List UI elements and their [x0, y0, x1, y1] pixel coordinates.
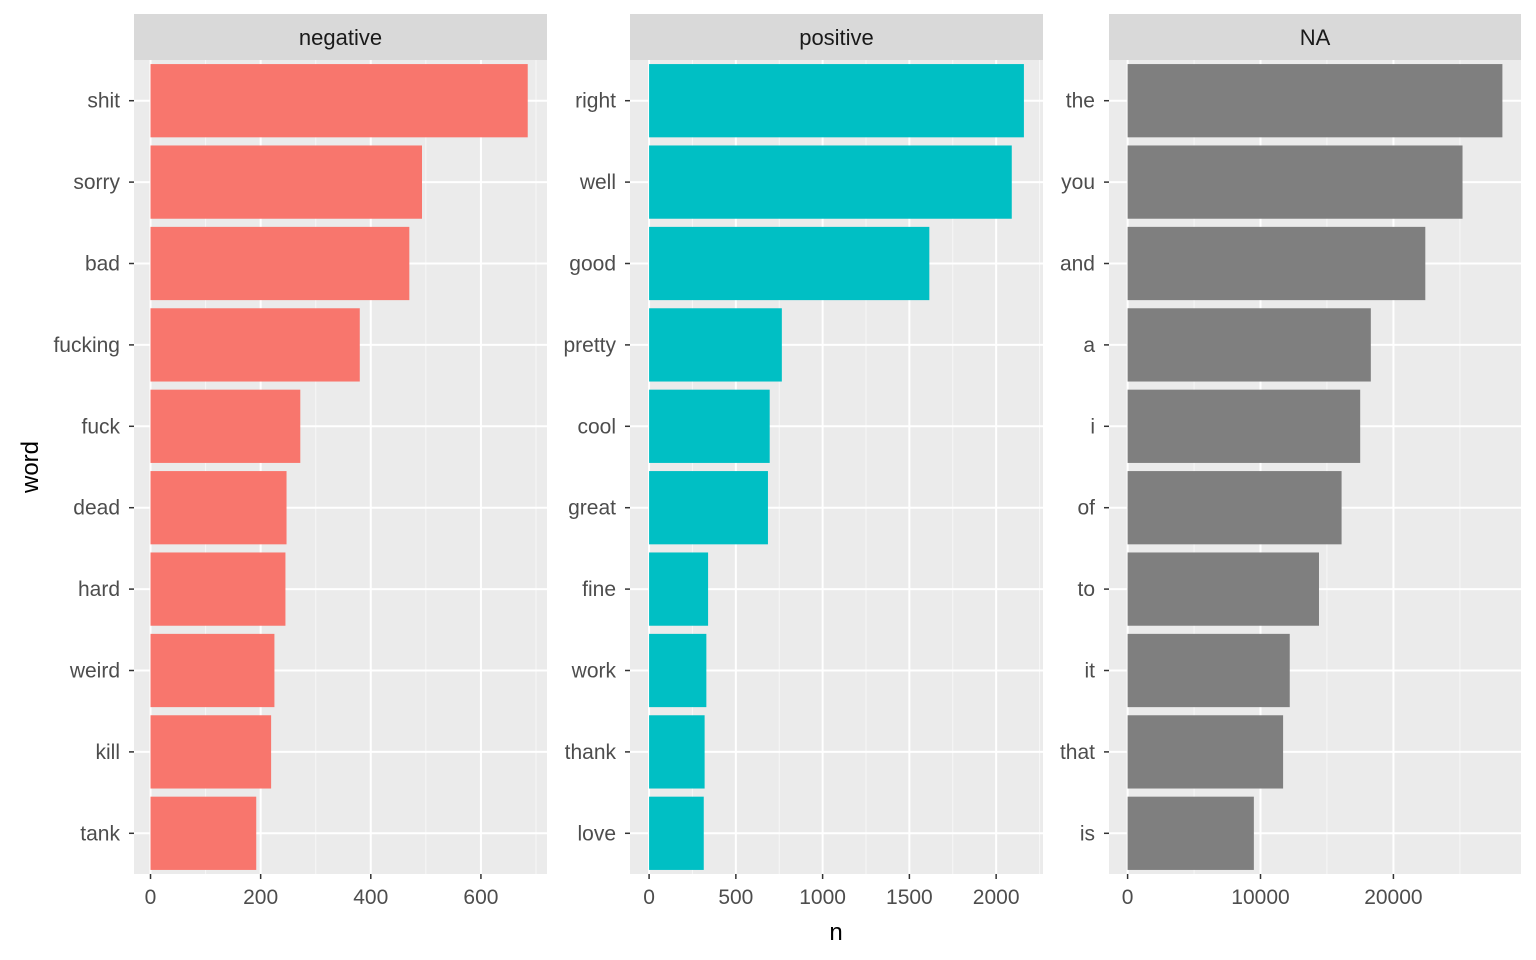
bar-cool: [649, 389, 770, 463]
x-tick-label: 2000: [973, 886, 1020, 909]
facet-strip-label: NA: [1300, 25, 1331, 50]
y-tick-label: to: [1077, 578, 1095, 601]
bar-dead: [150, 471, 287, 545]
bar-great: [649, 471, 768, 545]
bar-right: [649, 64, 1024, 138]
bar-fine: [649, 552, 709, 626]
bar-of: [1127, 471, 1342, 545]
bar-love: [649, 796, 704, 870]
facet-strip: [1109, 14, 1521, 60]
x-tick-label: 500: [718, 886, 753, 909]
bar-the: [1127, 64, 1503, 138]
bar-and: [1127, 226, 1426, 301]
y-tick-label: fine: [582, 578, 616, 601]
y-tick-label: hard: [78, 578, 120, 601]
y-tick-label: it: [1085, 660, 1096, 683]
y-tick-label: a: [1083, 334, 1095, 357]
y-tick-label: is: [1080, 822, 1095, 845]
bar-work: [649, 633, 707, 708]
bar-to: [1127, 552, 1319, 626]
facet-strip-label: positive: [799, 25, 874, 50]
bar-hard: [150, 552, 286, 626]
bar-you: [1127, 145, 1463, 219]
y-tick-label: great: [568, 497, 616, 520]
y-tick-label: of: [1077, 497, 1095, 520]
y-tick-label: work: [571, 660, 617, 683]
bar-good: [649, 226, 930, 301]
bar-shit: [150, 64, 528, 138]
y-tick-label: pretty: [563, 334, 616, 357]
facet-panel-na: NA the you and a i of to it that is 0 10000 20000: [1060, 14, 1521, 909]
y-tick-label: kill: [96, 741, 121, 764]
bar-kill: [150, 715, 272, 789]
x-tick-label: 20000: [1364, 886, 1422, 909]
bar-well: [649, 145, 1012, 219]
bar-pretty: [649, 308, 782, 382]
bar-fucking: [150, 308, 360, 382]
y-tick-label: tank: [80, 822, 120, 845]
y-tick-label: good: [569, 253, 616, 276]
y-tick-label: well: [579, 171, 616, 194]
facet-panel-negative: negative shit sorry bad fucking fuck dead hard w…: [53, 14, 547, 909]
y-tick-label: and: [1060, 253, 1095, 276]
x-tick-label: 1000: [799, 886, 846, 909]
y-tick-label: shit: [87, 90, 120, 113]
x-tick-label: 0: [643, 886, 655, 909]
y-tick-label: bad: [85, 253, 120, 276]
bar-is: [1127, 796, 1254, 870]
facet-panels: negative shit sorry bad fucking fuck dead hard w…: [53, 14, 1521, 909]
facet-strip-label: negative: [299, 25, 382, 50]
y-tick-label: weird: [69, 660, 120, 683]
bar-bad: [150, 226, 410, 301]
bar-tank: [150, 796, 257, 870]
y-tick-label: fucking: [53, 334, 120, 357]
x-tick-label: 200: [243, 886, 278, 909]
facet-strip: [630, 14, 1043, 60]
x-axis-title: n: [829, 919, 842, 946]
y-tick-label: i: [1090, 415, 1095, 438]
x-tick-label: 0: [1122, 886, 1134, 909]
x-tick-label: 10000: [1231, 886, 1289, 909]
y-tick-label: dead: [73, 497, 120, 520]
bar-sorry: [150, 145, 422, 219]
y-tick-label: right: [575, 90, 616, 113]
x-tick-label: 0: [145, 886, 157, 909]
bar-i: [1127, 389, 1361, 463]
y-tick-label: sorry: [73, 171, 120, 194]
y-axis-title: word: [17, 441, 44, 494]
bar-a: [1127, 308, 1371, 382]
y-tick-label: thank: [565, 741, 617, 764]
bar-it: [1127, 633, 1290, 708]
y-tick-label: the: [1066, 90, 1095, 113]
facet-strip: [134, 14, 547, 60]
facet-panel-positive: positive right well good pretty cool great fine…: [563, 14, 1043, 909]
x-tick-label: 400: [353, 886, 388, 909]
y-tick-label: fuck: [81, 415, 120, 438]
bar-fuck: [150, 389, 301, 463]
y-tick-label: you: [1061, 171, 1095, 194]
bar-that: [1127, 715, 1284, 789]
x-tick-label: 600: [463, 886, 498, 909]
y-tick-label: cool: [577, 415, 616, 438]
x-tick-label: 1500: [886, 886, 933, 909]
y-tick-label: love: [577, 822, 616, 845]
bar-thank: [649, 715, 705, 789]
y-tick-label: that: [1060, 741, 1095, 764]
bar-weird: [150, 633, 275, 708]
